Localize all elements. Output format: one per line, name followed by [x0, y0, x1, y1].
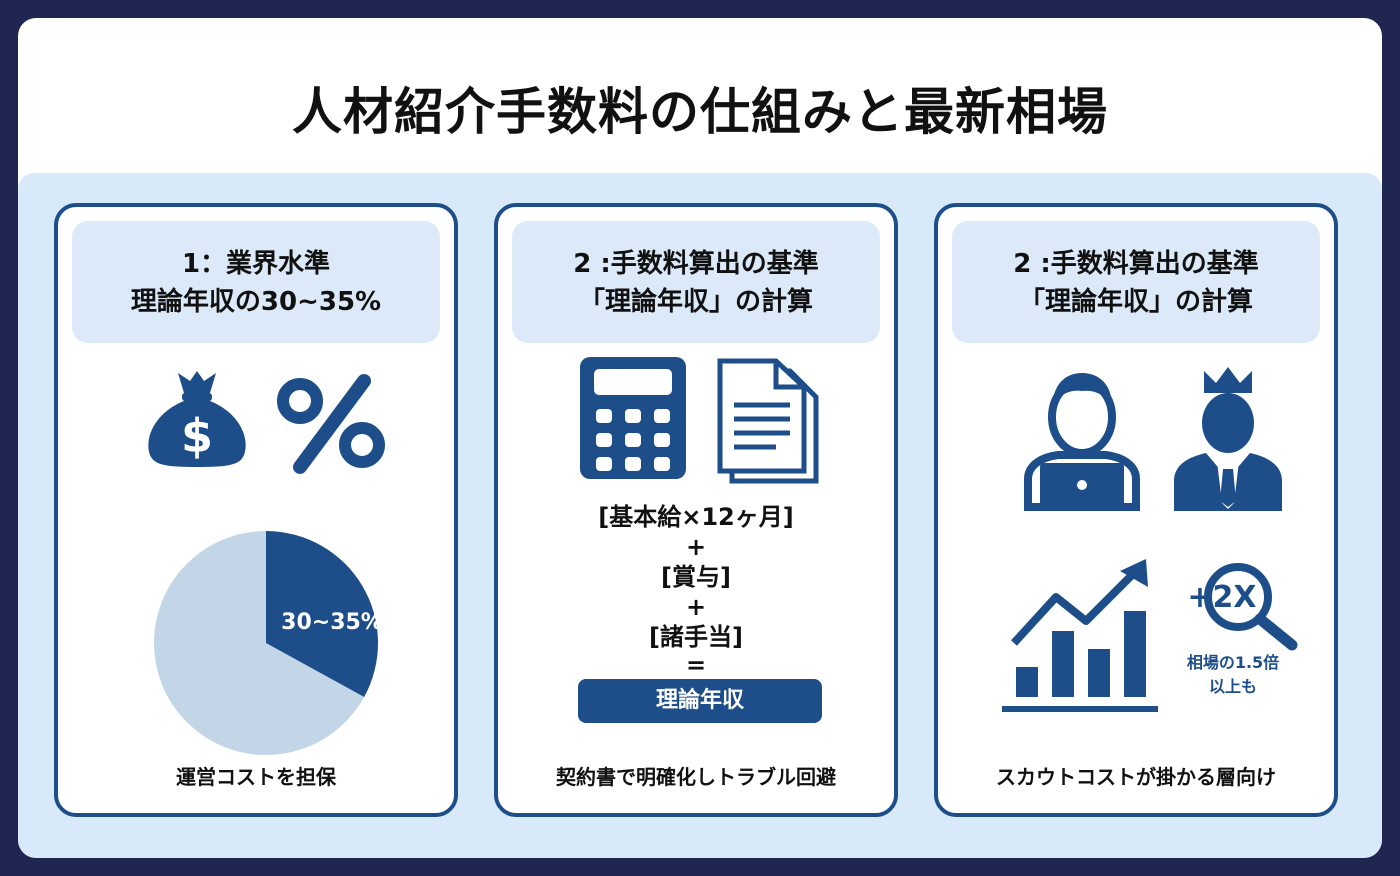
card-header: 2 :手数料算出の基準 「理論年収」の計算 — [512, 221, 880, 343]
card-footer: スカウトコストが掛かる層向け — [996, 765, 1276, 789]
pie-chart: 30~35% — [154, 531, 383, 755]
formula-allowances: [諸手当] — [649, 623, 743, 651]
pie-slice-fee — [266, 531, 378, 697]
formula-equals: = — [685, 651, 707, 679]
card-scout-premium: 2 :手数料算出の基準 「理論年収」の計算 +2X 相場の1.5倍 以上も スカ… — [934, 203, 1338, 817]
formula-bonus: [賞与] — [661, 563, 731, 591]
card-header-line1: 1：業界水準 — [181, 249, 331, 279]
card-header: 2 :手数料算出の基準 「理論年収」の計算 — [952, 221, 1320, 343]
user-laptop-icon — [1024, 373, 1140, 511]
premium-note-line2: 以上も — [1208, 677, 1257, 696]
card-header-line1: 2 :手数料算出の基準 — [1013, 249, 1259, 279]
card-header-line2: 理論年収の30~35% — [130, 287, 382, 317]
premium-note: 相場の1.5倍 以上も — [1173, 651, 1293, 699]
money-bag-icon: $ — [148, 371, 246, 467]
card-footer: 運営コストを担保 — [176, 765, 336, 789]
percent-icon — [277, 374, 385, 474]
formula-plus: + — [685, 593, 707, 621]
card-fee-basis: 2 :手数料算出の基準 「理論年収」の計算 [基本給×12ヶ月] + [賞与] … — [494, 203, 898, 817]
executive-crown-icon — [1174, 367, 1282, 511]
premium-note-line1: 相場の1.5倍 — [1186, 653, 1280, 672]
svg-text:$: $ — [181, 409, 213, 463]
growth-chart-icon — [1002, 559, 1158, 712]
magnifier-label: +2X — [1187, 580, 1256, 615]
formula-base-salary: [基本給×12ヶ月] — [598, 503, 794, 531]
formula-plus: + — [685, 533, 707, 561]
card-header-line2: 「理論年収」の計算 — [578, 287, 813, 317]
card-footer: 契約書で明確化しトラブル回避 — [556, 765, 836, 789]
document-icon — [717, 358, 819, 484]
card-header-line1: 2 :手数料算出の基準 — [573, 249, 819, 279]
result-badge: 理論年収 — [578, 679, 822, 723]
calculator-icon — [580, 357, 686, 479]
pie-slice-remaining — [154, 531, 365, 755]
card-header-line2: 「理論年収」の計算 — [1018, 287, 1253, 317]
page-title: 人材紹介手数料の仕組みと最新相場 — [292, 83, 1108, 141]
card-header: 1：業界水準 理論年収の30~35% — [72, 221, 440, 343]
card-industry-standard: 1：業界水準 理論年収の30~35% $ 30~35% 運営コストを担保 — [54, 203, 458, 817]
magnifier-2x-icon: +2X — [1187, 563, 1298, 651]
pie-slice-label: 30~35% — [281, 610, 383, 635]
